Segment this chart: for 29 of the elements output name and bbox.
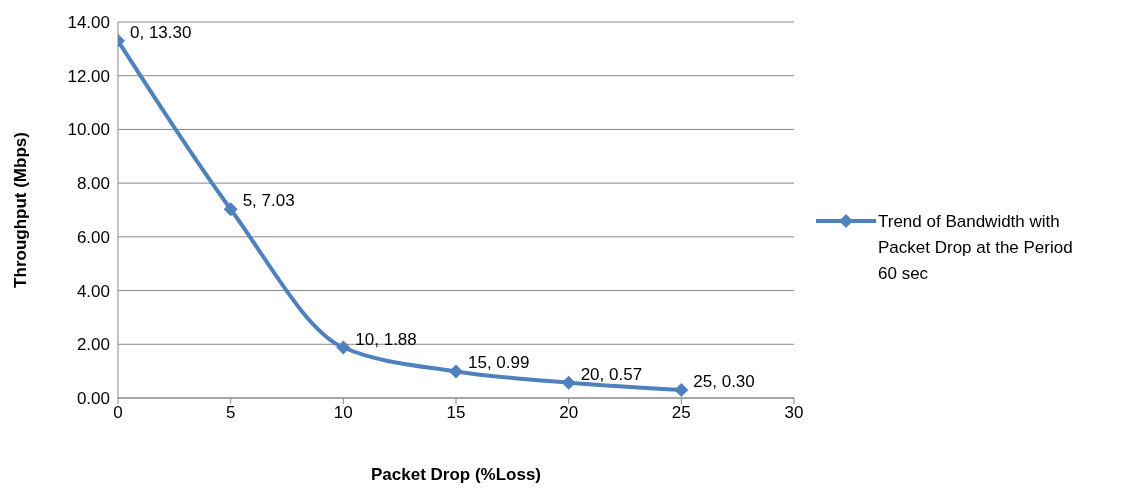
y-tick-label: 4.00 bbox=[76, 281, 110, 301]
x-tick-label: 5 bbox=[225, 403, 236, 423]
x-axis-title: Packet Drop (%Loss) bbox=[370, 465, 542, 484]
data-label: 5, 7.03 bbox=[242, 191, 295, 211]
data-label: 0, 13.30 bbox=[130, 22, 192, 42]
point bbox=[336, 340, 351, 355]
data-label: 20, 0.57 bbox=[580, 364, 643, 384]
x-tick-label: 25 bbox=[671, 403, 691, 423]
data-label: 15, 0.99 bbox=[468, 353, 530, 373]
point bbox=[674, 382, 689, 397]
y-tick-label: 0.00 bbox=[76, 389, 110, 409]
data-label: 10, 1.88 bbox=[355, 329, 417, 349]
point bbox=[561, 375, 576, 390]
y-tick-label: 10.00 bbox=[67, 120, 110, 140]
y-axis-title: Throughput (Mbps) bbox=[11, 132, 31, 288]
y-tick-label: 14.00 bbox=[67, 13, 110, 33]
x-tick-label: 20 bbox=[559, 403, 579, 423]
y-tick-label: 6.00 bbox=[76, 227, 110, 247]
x-tick-label: 10 bbox=[333, 403, 353, 423]
y-tick-label: 2.00 bbox=[76, 335, 110, 355]
y-tick-label: 12.00 bbox=[67, 66, 110, 86]
x-tick-label: 0 bbox=[113, 403, 123, 423]
point bbox=[223, 202, 238, 217]
point bbox=[449, 364, 463, 379]
legend-label: Trend of Bandwidth with Packet Drop at the Period 60 sec bbox=[878, 211, 1074, 285]
y-tick-label: 8.00 bbox=[76, 174, 110, 194]
x-tick-label: 30 bbox=[784, 403, 804, 423]
data-label: 25, 0.30 bbox=[693, 371, 755, 391]
x-tick-label: 15 bbox=[446, 403, 466, 423]
